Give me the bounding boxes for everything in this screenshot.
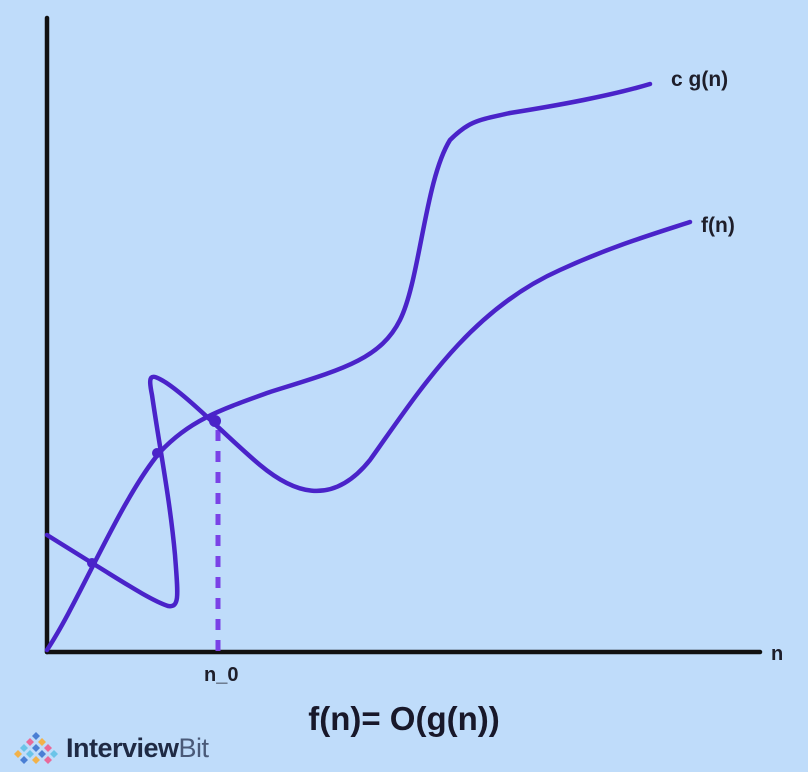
cg-label: c g(n): [671, 68, 728, 91]
f-curve: [44, 81, 653, 653]
brand-logo: InterviewBit: [12, 728, 209, 768]
diamond-grid-logo-icon: [14, 732, 58, 764]
intersection-point: [209, 415, 221, 427]
brand-name: InterviewBit: [66, 733, 209, 764]
f-label: f(n): [701, 214, 735, 237]
intersection-point: [87, 558, 97, 568]
brand-name-part1: Interview: [66, 732, 179, 763]
big-o-caption: f(n)= O(g(n)): [308, 700, 500, 737]
brand-name-part2: Bit: [178, 732, 210, 763]
intersection-point: [152, 448, 162, 458]
cg-curve: [44, 219, 693, 609]
x-axis-label: n: [771, 643, 783, 665]
n0-label: n_0: [204, 664, 238, 686]
